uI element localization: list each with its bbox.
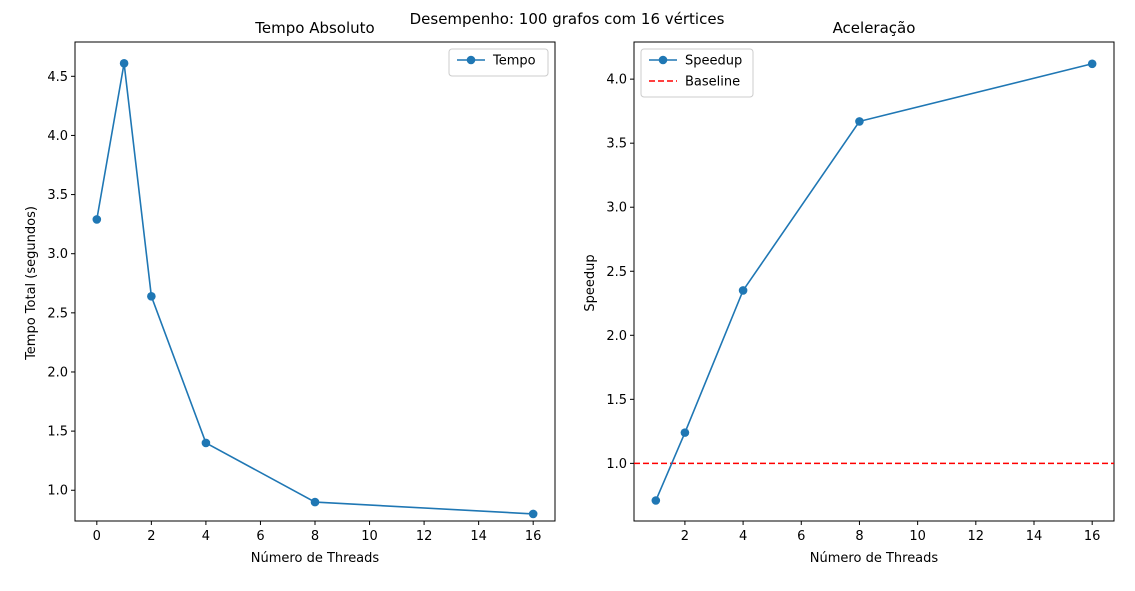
x-tick-label: 16 bbox=[1084, 529, 1101, 544]
y-tick-label: 2.0 bbox=[47, 365, 68, 380]
legend-label: Speedup bbox=[685, 54, 742, 69]
x-tick-label: 8 bbox=[311, 529, 319, 544]
legend-label: Baseline bbox=[685, 75, 740, 90]
y-tick-label: 3.0 bbox=[606, 201, 627, 216]
x-tick-label: 8 bbox=[855, 529, 863, 544]
axes-right-xlabel: Número de Threads bbox=[810, 551, 939, 566]
y-tick-label: 4.5 bbox=[47, 70, 68, 85]
y-tick-label: 4.0 bbox=[47, 129, 68, 144]
legend-left: Tempo bbox=[448, 48, 549, 77]
y-tick-label: 1.5 bbox=[606, 393, 627, 408]
axes-left: Tempo Absoluto Número de Threads Tempo T… bbox=[24, 19, 556, 566]
x-tick-label: 10 bbox=[361, 529, 378, 544]
y-tick-label: 2.5 bbox=[47, 306, 68, 321]
data-point bbox=[92, 215, 102, 224]
axes-right-title: Aceleração bbox=[833, 19, 916, 37]
legend-right: Speedup Baseline bbox=[640, 48, 754, 98]
x-tick-label: 6 bbox=[797, 529, 805, 544]
y-tick-label: 3.0 bbox=[47, 247, 68, 262]
x-tick-label: 14 bbox=[1026, 529, 1043, 544]
axes-left-xlabel: Número de Threads bbox=[251, 551, 380, 566]
y-tick-label: 1.0 bbox=[47, 484, 68, 499]
x-tick-label: 2 bbox=[681, 529, 689, 544]
data-point bbox=[310, 497, 320, 507]
y-tick-label: 4.0 bbox=[606, 73, 627, 88]
series-line-tempo bbox=[96, 63, 534, 515]
legend-label: Tempo bbox=[492, 54, 536, 69]
data-point bbox=[147, 291, 156, 301]
x-tick-label: 4 bbox=[739, 529, 747, 544]
y-tick-label: 1.5 bbox=[47, 425, 68, 440]
legend-frame bbox=[448, 48, 549, 77]
axes-left-ylabel: Tempo Total (segundos) bbox=[24, 206, 39, 361]
x-tick-label: 12 bbox=[968, 529, 985, 544]
legend-marker bbox=[466, 55, 476, 65]
axes-right-frame bbox=[633, 41, 1115, 522]
data-point bbox=[680, 428, 690, 437]
legend-frame bbox=[640, 48, 754, 98]
x-tick-label: 2 bbox=[147, 529, 155, 544]
data-point bbox=[651, 496, 661, 505]
x-tick-label: 4 bbox=[202, 529, 210, 544]
data-point bbox=[855, 117, 864, 126]
legend-marker bbox=[658, 55, 668, 65]
data-point bbox=[528, 509, 538, 519]
data-point bbox=[201, 438, 211, 448]
series-line-speedup bbox=[655, 62, 1093, 501]
x-tick-label: 16 bbox=[525, 529, 542, 544]
x-tick-label: 6 bbox=[256, 529, 264, 544]
figure-suptitle: Desempenho: 100 grafos com 16 vértices bbox=[410, 10, 725, 28]
data-point bbox=[738, 286, 748, 295]
x-tick-label: 10 bbox=[909, 529, 926, 544]
axes-right-ylabel: Speedup bbox=[583, 254, 598, 311]
data-point bbox=[119, 58, 129, 68]
x-tick-label: 14 bbox=[470, 529, 487, 544]
y-tick-label: 2.0 bbox=[606, 329, 627, 344]
x-tick-label: 0 bbox=[93, 529, 101, 544]
y-tick-label: 2.5 bbox=[606, 265, 627, 280]
y-tick-label: 3.5 bbox=[606, 137, 627, 152]
axes-left-title: Tempo Absoluto bbox=[254, 19, 374, 37]
axes-right: Aceleração Número de Threads Speedup 2 4 6… bbox=[583, 19, 1115, 566]
y-tick-label: 3.5 bbox=[47, 188, 68, 203]
data-point bbox=[1087, 59, 1097, 69]
axes-left-frame bbox=[74, 41, 556, 522]
x-tick-label: 12 bbox=[416, 529, 433, 544]
y-tick-label: 1.0 bbox=[606, 457, 627, 472]
